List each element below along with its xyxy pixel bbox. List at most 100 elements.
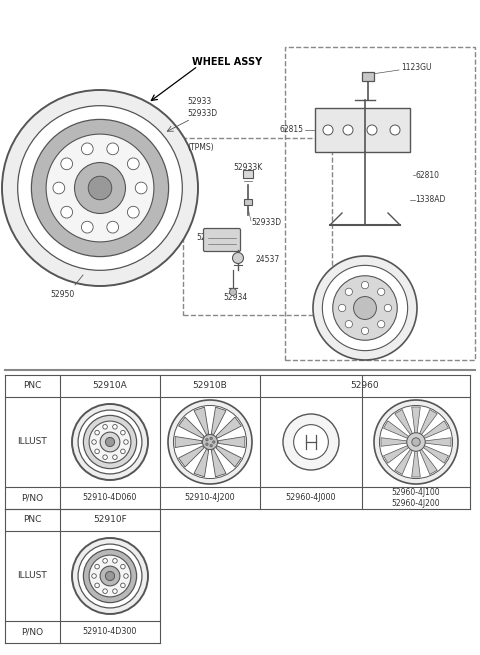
Circle shape: [323, 265, 408, 350]
Circle shape: [384, 305, 392, 312]
Circle shape: [92, 440, 96, 444]
Polygon shape: [211, 407, 226, 434]
Text: 62815: 62815: [280, 126, 304, 134]
Circle shape: [124, 440, 128, 444]
Circle shape: [127, 206, 139, 218]
Bar: [285, 47, 475, 360]
Circle shape: [89, 421, 131, 463]
Circle shape: [103, 455, 108, 459]
Text: PNC: PNC: [24, 381, 42, 390]
Circle shape: [95, 583, 99, 588]
Text: 52960-4J000: 52960-4J000: [286, 493, 336, 502]
Circle shape: [78, 410, 142, 474]
Text: 52910A: 52910A: [93, 381, 127, 390]
Polygon shape: [420, 409, 437, 435]
Circle shape: [113, 455, 117, 459]
Circle shape: [210, 437, 213, 440]
Circle shape: [46, 134, 154, 242]
Circle shape: [127, 158, 139, 170]
Polygon shape: [384, 445, 408, 463]
Circle shape: [89, 555, 131, 597]
Circle shape: [100, 432, 120, 452]
Circle shape: [294, 424, 328, 459]
Polygon shape: [425, 438, 451, 446]
Text: 24537: 24537: [256, 255, 280, 264]
Circle shape: [100, 566, 120, 586]
Circle shape: [78, 544, 142, 608]
Bar: [244, 199, 252, 205]
Circle shape: [338, 305, 346, 312]
Circle shape: [333, 276, 397, 340]
Polygon shape: [412, 407, 420, 433]
Circle shape: [345, 320, 352, 328]
Circle shape: [367, 125, 377, 135]
Text: 1123GU: 1123GU: [401, 64, 432, 73]
Circle shape: [95, 430, 99, 435]
Circle shape: [343, 125, 353, 135]
Circle shape: [61, 206, 72, 218]
Circle shape: [103, 589, 108, 593]
Circle shape: [124, 574, 128, 578]
Circle shape: [378, 288, 385, 295]
Circle shape: [412, 438, 420, 446]
Polygon shape: [218, 436, 245, 447]
Circle shape: [120, 565, 125, 569]
Polygon shape: [194, 449, 209, 477]
Text: WHEEL ASSY: WHEEL ASSY: [192, 57, 262, 67]
Circle shape: [374, 400, 458, 484]
Text: 1338AD: 1338AD: [415, 195, 445, 204]
Circle shape: [206, 438, 208, 441]
Circle shape: [113, 559, 117, 563]
Circle shape: [361, 328, 369, 335]
Circle shape: [106, 571, 115, 580]
Circle shape: [113, 589, 117, 593]
Polygon shape: [211, 449, 226, 477]
Circle shape: [2, 90, 198, 286]
Polygon shape: [384, 421, 408, 438]
Polygon shape: [395, 449, 412, 474]
Circle shape: [203, 434, 217, 449]
Bar: [243, 170, 253, 178]
Circle shape: [345, 288, 352, 295]
Circle shape: [53, 182, 65, 194]
Circle shape: [61, 158, 72, 170]
Text: 52910-4D060: 52910-4D060: [83, 493, 137, 502]
Circle shape: [72, 538, 148, 614]
Circle shape: [173, 405, 247, 479]
Text: (TPMS): (TPMS): [187, 143, 214, 152]
Circle shape: [380, 405, 453, 479]
Text: 52960-4J100
52960-4J200: 52960-4J100 52960-4J200: [392, 487, 440, 508]
Circle shape: [72, 404, 148, 480]
Polygon shape: [423, 445, 448, 463]
Circle shape: [323, 125, 333, 135]
Circle shape: [206, 443, 208, 445]
Text: 52933E: 52933E: [196, 233, 225, 242]
Polygon shape: [179, 446, 204, 467]
Text: 52933D: 52933D: [187, 109, 217, 118]
Polygon shape: [216, 417, 241, 438]
Circle shape: [82, 221, 93, 233]
Text: 52950: 52950: [50, 290, 74, 299]
Text: 52933K: 52933K: [233, 163, 263, 172]
Text: 52910-4D300: 52910-4D300: [83, 627, 137, 637]
Text: ILLUST: ILLUST: [18, 438, 48, 447]
Circle shape: [103, 559, 108, 563]
Circle shape: [168, 400, 252, 484]
Polygon shape: [194, 407, 209, 434]
Circle shape: [283, 414, 339, 470]
Circle shape: [84, 415, 137, 468]
Circle shape: [361, 282, 369, 289]
Text: 52910-4J200: 52910-4J200: [185, 493, 235, 502]
Text: 52934: 52934: [223, 293, 247, 302]
Circle shape: [135, 182, 147, 194]
Circle shape: [95, 449, 99, 454]
Text: PNC: PNC: [24, 515, 42, 525]
Circle shape: [107, 221, 119, 233]
Polygon shape: [420, 449, 437, 474]
Text: P/NO: P/NO: [22, 493, 44, 502]
Circle shape: [210, 444, 213, 447]
Circle shape: [232, 252, 243, 263]
Text: 52933: 52933: [187, 97, 211, 106]
Circle shape: [120, 583, 125, 588]
Text: 62810: 62810: [415, 170, 439, 179]
